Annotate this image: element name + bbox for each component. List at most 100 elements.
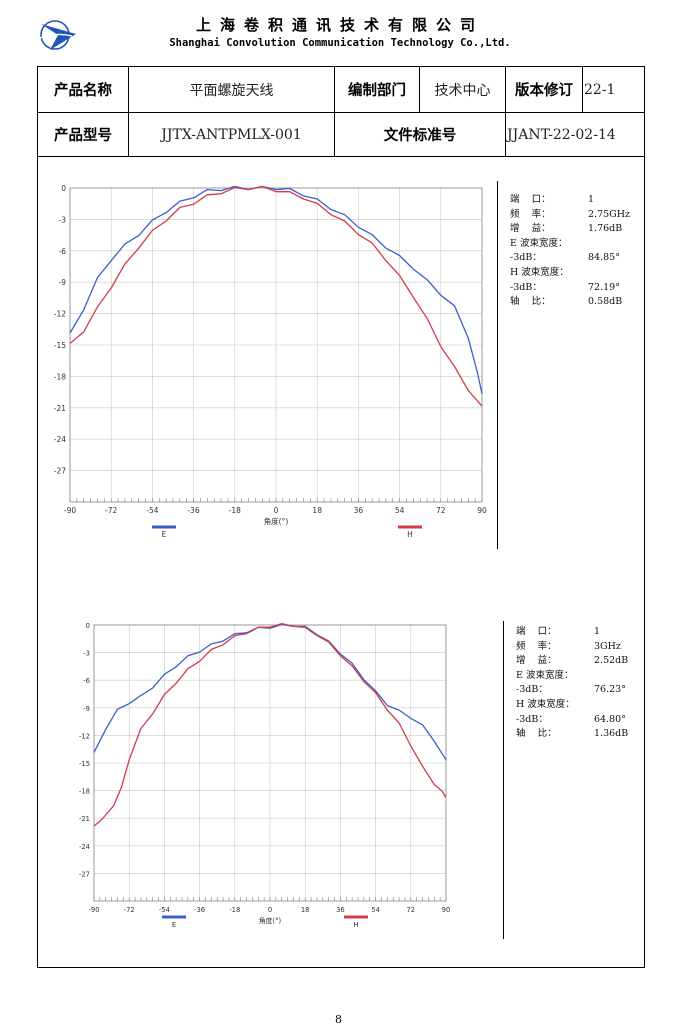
document-frame: 产品名称 平面螺旋天线 编制部门 技术中心 版本修订 22-1 产品型号 JJT… — [37, 66, 645, 968]
series-line-H — [93, 622, 447, 827]
legend-label-H: H — [407, 530, 413, 539]
info-key: -3dB： — [510, 252, 542, 264]
info-row: E 波束宽度： — [516, 669, 628, 684]
page-number: 8 — [335, 1013, 342, 1026]
x-tick-label: -18 — [229, 506, 241, 515]
info-key: 频 率： — [516, 640, 557, 652]
y-tick-label: -27 — [54, 467, 66, 476]
y-tick-label: -18 — [54, 372, 66, 381]
x-tick-label: 36 — [336, 906, 345, 914]
x-tick-label: 90 — [477, 506, 487, 515]
measurement-info-1: 端 口： 1 频 率： 2.75GHz 增 益： 1.76dB E 波束宽度： -3dB： 84… — [510, 193, 630, 310]
y-tick-label: -21 — [79, 815, 90, 823]
y-tick-label: -3 — [83, 650, 90, 658]
x-tick-label: -90 — [88, 906, 99, 914]
info-row: 轴 比： 1.36dB — [516, 727, 628, 742]
model-value: JJTX-ANTPMLX-001 — [161, 126, 302, 143]
info-value: 1 — [588, 194, 595, 205]
x-tick-label: 54 — [395, 506, 405, 515]
x-tick-label: 18 — [301, 906, 310, 914]
x-tick-label: 54 — [371, 906, 380, 914]
y-tick-label: -15 — [54, 341, 66, 350]
info-value: 84.85° — [588, 252, 620, 264]
x-tick-label: -72 — [124, 906, 135, 914]
info-key: 端 口： — [510, 194, 551, 205]
model-label: 产品型号 — [54, 128, 112, 144]
info-row: 增 益： 1.76dB — [510, 222, 630, 237]
info-row: H 波束宽度： — [510, 266, 630, 281]
x-axis-label: 角度(°) — [264, 516, 289, 526]
dept-value: 技术中心 — [434, 82, 491, 99]
x-tick-label: -54 — [146, 506, 158, 515]
info-row: 频 率： 2.75GHz — [510, 208, 630, 223]
x-tick-label: -54 — [159, 906, 170, 914]
info-value: 1.76dB — [588, 223, 623, 235]
series-line-H — [69, 185, 483, 407]
info-row: 频 率： 3GHz — [516, 640, 628, 655]
radiation-pattern-chart-1: -90 -72 -54 -36 -18 0 18 36 54 72 90 0 -3 -6 -9 -12 -15 -… — [54, 184, 487, 539]
x-tick-label: -72 — [105, 506, 117, 515]
product-name-label: 产品名称 — [54, 83, 112, 99]
x-tick-label: -90 — [64, 506, 76, 515]
legend-label-E: E — [172, 921, 176, 929]
legend-label-H: H — [353, 921, 358, 929]
y-tick-label: -15 — [79, 760, 90, 768]
info-key: E 波束宽度： — [510, 237, 568, 249]
y-tick-label: -18 — [79, 788, 90, 796]
company-name-en: Shanghai Convolution Communication Techn… — [169, 37, 511, 49]
info-key: E 波束宽度： — [516, 669, 574, 681]
info-key: -3dB： — [510, 281, 542, 293]
info-row: 端 口： 1 — [510, 193, 630, 208]
info-key: H 波束宽度： — [516, 698, 575, 710]
info-key: 增 益： — [510, 223, 551, 235]
y-tick-label: -3 — [59, 215, 67, 224]
dept-label: 编制部门 — [348, 83, 406, 99]
info-value: 2.75GHz — [588, 208, 631, 220]
x-tick-label: 0 — [274, 506, 279, 515]
info-key: 增 益： — [516, 655, 557, 667]
revision-value: 22-1 — [584, 81, 616, 98]
info-value: 2.52dB — [594, 655, 629, 667]
info-row: 轴 比： 0.58dB — [510, 295, 630, 310]
info-row: -3dB： 76.23° — [516, 683, 628, 698]
x-tick-label: -18 — [229, 906, 240, 914]
plot-area — [93, 624, 447, 902]
y-tick-label: -12 — [54, 310, 66, 319]
x-tick-label: 18 — [312, 506, 322, 515]
radiation-pattern-chart-2: -90 -72 -54 -36 -18 0 18 36 54 72 90 0 -3 -6 -9 -12 -15 -… — [79, 622, 451, 929]
y-tick-label: -9 — [83, 705, 90, 713]
x-tick-label: 36 — [354, 506, 364, 515]
info-row: E 波束宽度： — [510, 237, 630, 252]
company-name-cn: 上海卷积通讯技术有限公司 — [195, 16, 484, 34]
y-tick-label: 0 — [86, 622, 90, 630]
info-value: 3GHz — [594, 640, 621, 652]
info-row: H 波束宽度： — [516, 698, 628, 713]
company-logo — [39, 20, 76, 50]
x-axis-label: 角度(°) — [259, 916, 282, 925]
info-row: -3dB： 84.85° — [510, 251, 630, 266]
measurement-info-2: 端 口： 1 频 率： 3GHz 增 益： 2.52dB E 波束宽度： -3dB： 76.23… — [516, 625, 628, 742]
y-tick-label: 0 — [61, 184, 66, 193]
product-name-value: 平面螺旋天线 — [189, 82, 274, 99]
y-tick-label: -24 — [54, 435, 66, 444]
x-tick-label: 72 — [436, 506, 446, 515]
info-row: -3dB： 72.19° — [510, 281, 630, 296]
info-row: -3dB： 64.80° — [516, 713, 628, 728]
info-value: 76.23° — [594, 684, 626, 696]
x-tick-label: 90 — [442, 906, 451, 914]
y-tick-label: -24 — [79, 843, 90, 851]
x-tick-label: -36 — [187, 506, 199, 515]
info-value: 72.19° — [588, 281, 620, 293]
info-key: 端 口： — [516, 626, 557, 637]
info-value: 1.36dB — [594, 728, 629, 740]
info-value: 64.80° — [594, 713, 626, 725]
plot-area — [69, 187, 483, 503]
info-key: 轴 比： — [510, 296, 551, 308]
legend-label-E: E — [162, 530, 167, 539]
doc-standard-label: 文件标准号 — [383, 128, 457, 144]
y-tick-label: -6 — [59, 247, 67, 256]
info-key: -3dB： — [516, 713, 548, 725]
y-tick-label: -27 — [79, 870, 90, 878]
info-key: H 波束宽度： — [510, 266, 569, 278]
info-key: 频 率： — [510, 208, 551, 220]
